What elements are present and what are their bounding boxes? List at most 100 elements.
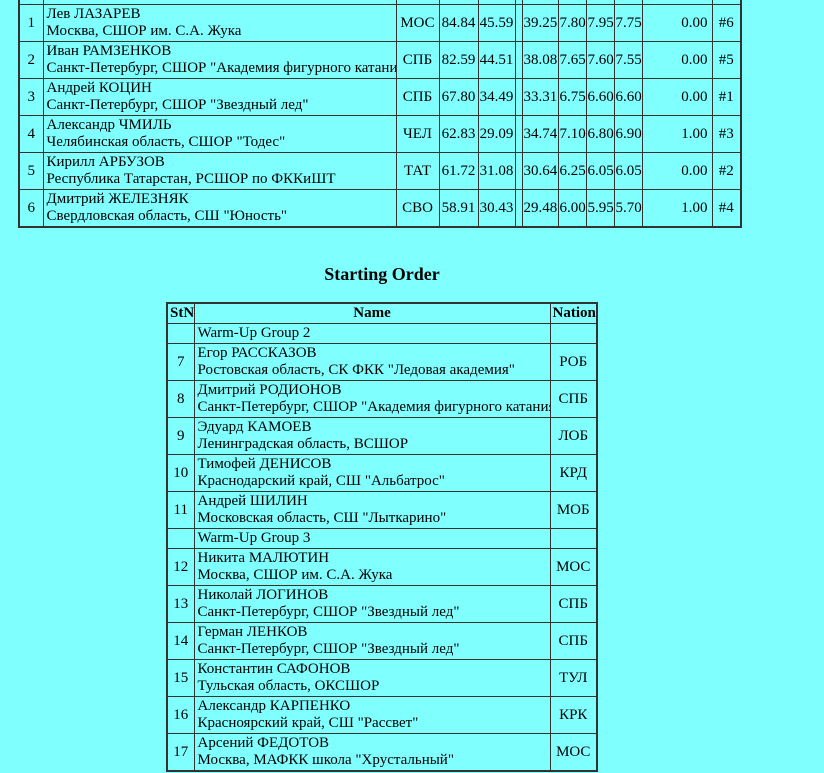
skater-cell: Андрей ШИЛИН Московская область, СШ "Лыт… — [193, 491, 551, 529]
skater-club: Челябинская область, СШОР "Тодес" — [46, 134, 286, 150]
component-1-cell: 7.80 — [557, 4, 587, 42]
component-2-cell: 7.60 — [585, 41, 615, 79]
nation-cell: СПБ — [395, 41, 440, 79]
results-table: 1 Лев ЛАЗАРЕВ Москва, СШОР им. С.А. Жука… — [18, 0, 742, 228]
nation-cell: МОС — [549, 548, 598, 586]
total-score-cell: 58.91 — [438, 189, 479, 228]
skater-club: Тульская область, ОКСШОР — [197, 678, 380, 694]
skater-cell: Эдуард КАМОЕВ Ленинградская область, ВСШ… — [193, 417, 551, 455]
starting-number-cell: 15 — [166, 659, 195, 697]
nation-cell: МОС — [395, 4, 440, 42]
skater-cell: Тимофей ДЕНИСОВ Краснодарский край, СШ "… — [193, 454, 551, 492]
results-table-row: 1 Лев ЛАЗАРЕВ Москва, СШОР им. С.А. Жука… — [18, 4, 742, 42]
name-column-header: Name — [193, 302, 551, 324]
component-score-cell: 39.25 — [521, 4, 559, 42]
deductions-cell: 0.00 — [641, 41, 713, 79]
skater-club: Республика Татарстан, РСШОР по ФККиШТ — [46, 171, 336, 187]
skater-cell: Герман ЛЕНКОВ Санкт-Петербург, СШОР "Зве… — [193, 622, 551, 660]
results-table-row: 5 Кирилл АРБУЗОВ Республика Татарстан, Р… — [18, 152, 742, 190]
starting-order-row: 8 Дмитрий РОДИОНОВ Санкт-Петербург, СШОР… — [166, 380, 598, 418]
component-1-cell: 6.25 — [557, 152, 587, 190]
component-3-cell: 7.75 — [613, 4, 643, 42]
total-score-cell: 82.59 — [438, 41, 479, 79]
starting-order-row: 9 Эдуард КАМОЕВ Ленинградская область, В… — [166, 417, 598, 455]
deductions-cell: 0.00 — [641, 4, 713, 42]
rank-cell: 6 — [18, 189, 44, 228]
empty-stn-cell — [166, 323, 195, 344]
nation-cell: СПБ — [549, 585, 598, 623]
skater-name: Герман ЛЕНКОВ — [197, 624, 308, 640]
skater-club: Санкт-Петербург, СШОР "Академия фигурног… — [197, 399, 550, 415]
element-score-cell: 44.51 — [477, 41, 516, 79]
skater-name: Андрей КОЦИН — [46, 80, 152, 96]
skater-name: Никита МАЛЮТИН — [197, 550, 330, 566]
nation-cell: РОБ — [549, 343, 598, 381]
results-table-row: 6 Дмитрий ЖЕЛЕЗНЯК Свердловская область,… — [18, 189, 742, 228]
component-score-cell: 33.31 — [521, 78, 559, 116]
spacer-cell — [514, 41, 523, 79]
skater-name: Дмитрий ЖЕЛЕЗНЯК — [46, 191, 189, 207]
starting-order-row: 11 Андрей ШИЛИН Московская область, СШ "… — [166, 491, 598, 529]
total-score-cell: 84.84 — [438, 4, 479, 42]
rank-cell: 4 — [18, 115, 44, 153]
skater-club: Московская область, СШ "Лыткарино" — [197, 510, 447, 526]
element-score-cell: 31.08 — [477, 152, 516, 190]
warmup-group-label: Warm-Up Group 3 — [193, 528, 551, 549]
component-3-cell: 6.60 — [613, 78, 643, 116]
nation-cell: ЛОБ — [549, 417, 598, 455]
starting-number-cell: #3 — [711, 115, 742, 153]
skater-name: Константин САФОНОВ — [197, 661, 351, 677]
component-3-cell: 6.90 — [613, 115, 643, 153]
starting-order-row: 7 Егор РАССКАЗОВ Ростовская область, СК … — [166, 343, 598, 381]
nation-cell: СПБ — [549, 622, 598, 660]
starting-number-cell: 10 — [166, 454, 195, 492]
skater-name: Арсений ФЕДОТОВ — [197, 735, 330, 751]
deductions-cell: 0.00 — [641, 152, 713, 190]
skater-cell: Дмитрий РОДИОНОВ Санкт-Петербург, СШОР "… — [193, 380, 551, 418]
component-1-cell: 7.10 — [557, 115, 587, 153]
nation-cell: КРК — [549, 696, 598, 734]
warmup-group-row: Warm-Up Group 2 — [166, 323, 598, 344]
starting-order-header-row: StN. Name Nation — [166, 302, 598, 324]
skater-name: Андрей ШИЛИН — [197, 493, 308, 509]
starting-number-cell: 12 — [166, 548, 195, 586]
results-table-clip: 1 Лев ЛАЗАРЕВ Москва, СШОР им. С.А. Жука… — [0, 0, 824, 233]
skater-name: Иван РАМЗЕНКОВ — [46, 43, 172, 59]
component-2-cell: 5.95 — [585, 189, 615, 228]
starting-number-cell: #1 — [711, 78, 742, 116]
starting-number-cell: 13 — [166, 585, 195, 623]
element-score-cell: 34.49 — [477, 78, 516, 116]
skater-name: Кирилл АРБУЗОВ — [46, 154, 165, 170]
skater-club: Москва, СШОР им. С.А. Жука — [197, 567, 393, 583]
component-3-cell: 5.70 — [613, 189, 643, 228]
component-2-cell: 6.05 — [585, 152, 615, 190]
starting-number-cell: #2 — [711, 152, 742, 190]
nation-cell: ТАТ — [395, 152, 440, 190]
skater-club: Свердловская область, СШ "Юность" — [46, 208, 288, 224]
skater-club: Москва, СШОР им. С.А. Жука — [46, 23, 242, 39]
skater-name: Дмитрий РОДИОНОВ — [197, 382, 342, 398]
component-1-cell: 6.00 — [557, 189, 587, 228]
starting-order-row: 14 Герман ЛЕНКОВ Санкт-Петербург, СШОР "… — [166, 622, 598, 660]
skater-cell: Арсений ФЕДОТОВ Москва, МАФКК школа "Хру… — [193, 733, 551, 772]
skater-cell: Лев ЛАЗАРЕВ Москва, СШОР им. С.А. Жука — [42, 4, 397, 42]
element-score-cell: 30.43 — [477, 189, 516, 228]
rank-cell: 5 — [18, 152, 44, 190]
skater-club: Санкт-Петербург, СШОР "Звездный лед" — [197, 604, 460, 620]
nation-cell: СПБ — [549, 380, 598, 418]
starting-number-cell: 8 — [166, 380, 195, 418]
starting-order-row: 12 Никита МАЛЮТИН Москва, СШОР им. С.А. … — [166, 548, 598, 586]
starting-order-row: 10 Тимофей ДЕНИСОВ Краснодарский край, С… — [166, 454, 598, 492]
deductions-cell: 1.00 — [641, 115, 713, 153]
results-table-row: 2 Иван РАМЗЕНКОВ Санкт-Петербург, СШОР "… — [18, 41, 742, 79]
component-2-cell: 6.80 — [585, 115, 615, 153]
skater-club: Ростовская область, СК ФКК "Ледовая акад… — [197, 362, 515, 378]
spacer-cell — [514, 152, 523, 190]
total-score-cell: 62.83 — [438, 115, 479, 153]
skater-club: Москва, МАФКК школа "Хрустальный" — [197, 752, 454, 768]
starting-number-cell: #4 — [711, 189, 742, 228]
skater-club: Краснодарский край, СШ "Альбатрос" — [197, 473, 445, 489]
nation-cell: СПБ — [395, 78, 440, 116]
component-3-cell: 7.55 — [613, 41, 643, 79]
skater-name: Николай ЛОГИНОВ — [197, 587, 329, 603]
